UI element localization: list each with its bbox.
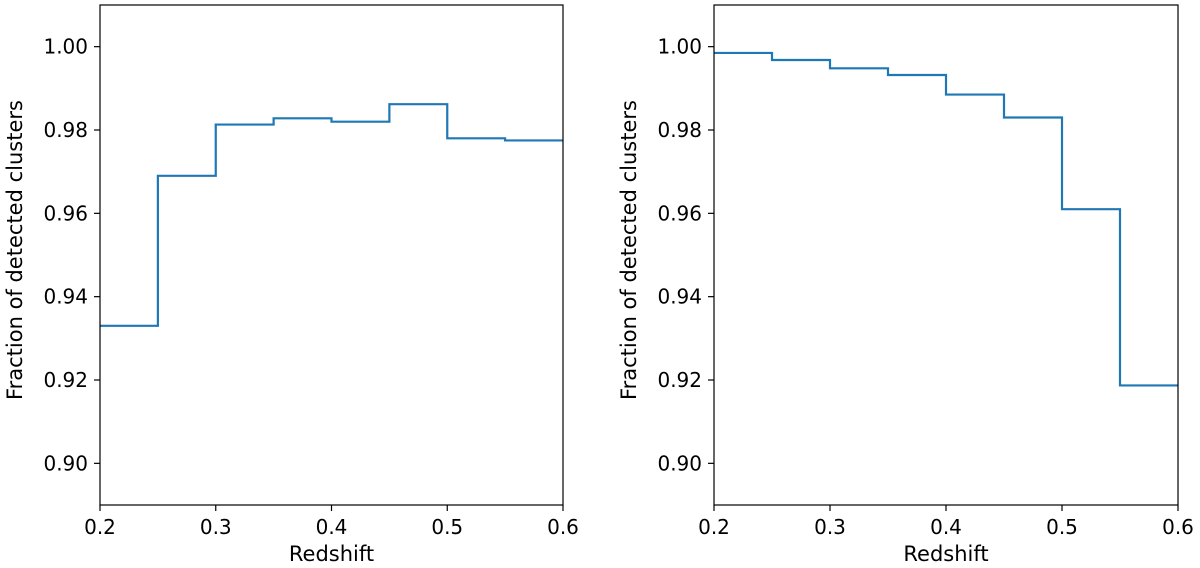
left-x-axis-label: Redshift [289,542,374,566]
right-y-tick-label: 0.98 [657,118,702,142]
right-y-tick-label: 0.96 [657,201,702,225]
left-y-tick-label: 0.94 [43,285,88,309]
left-y-tick-label: 1.00 [43,35,88,59]
right-x-axis-label: Redshift [903,542,988,566]
right-x-tick-label: 0.2 [698,515,730,539]
left-y-tick-label: 0.98 [43,118,88,142]
right-y-axis-label: Fraction of detected clusters [617,100,641,400]
left-y-tick-label: 0.92 [43,368,88,392]
right-y-tick-label: 1.00 [657,35,702,59]
left-x-tick-label: 0.2 [84,515,116,539]
left-x-tick-label: 0.6 [547,515,579,539]
right-x-tick-label: 0.6 [1162,515,1194,539]
right-y-tick-label: 0.90 [657,451,702,475]
right-y-tick-label: 0.92 [657,368,702,392]
left-plot-panel: 0.2 0.3 0.4 0.5 0.6 0.90 0.92 0.94 0.96 0.98 1.00 R… [3,4,579,566]
left-y-axis-label: Fraction of detected clusters [3,100,27,400]
left-y-tick-label: 0.90 [43,451,88,475]
right-x-tick-label: 0.5 [1046,515,1078,539]
left-detection-fraction-series [100,103,563,327]
left-x-tick-label: 0.4 [316,515,348,539]
right-x-tick-label: 0.3 [814,515,846,539]
left-y-tick-label: 0.96 [43,201,88,225]
right-detection-fraction-series [714,51,1178,387]
right-y-tick-label: 0.94 [657,285,702,309]
right-x-tick-label: 0.4 [930,515,962,539]
right-plot-panel: 0.2 0.3 0.4 0.5 0.6 0.90 0.92 0.94 0.96 0.98 1.00 R… [617,4,1194,566]
left-x-tick-label: 0.3 [200,515,232,539]
left-x-tick-label: 0.5 [431,515,463,539]
left-axes-frame [99,4,564,506]
